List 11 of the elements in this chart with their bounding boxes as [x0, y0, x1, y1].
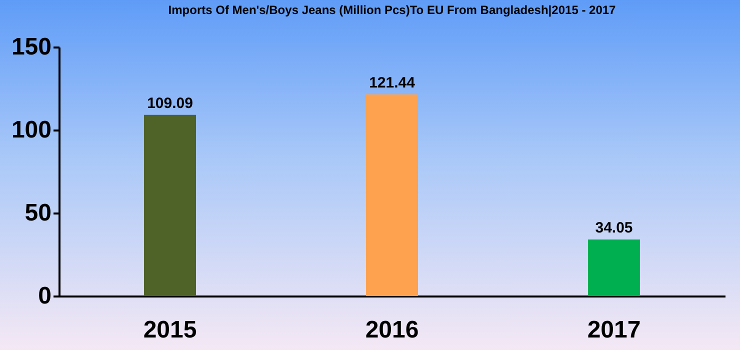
- x-tick-label: 2016: [365, 316, 419, 344]
- y-tick-label: 0: [38, 282, 52, 310]
- x-tick-label: 2017: [587, 316, 641, 344]
- data-label: 34.05: [595, 219, 633, 236]
- data-label: 109.09: [147, 94, 193, 112]
- chart-title: Imports Of Men's/Boys Jeans (Million Pcs)To EU From Bangladesh|2015 - 2017: [168, 3, 616, 17]
- y-tick-label: 100: [11, 116, 52, 144]
- y-tick-label: 50: [24, 200, 52, 226]
- y-tick-label: 150: [11, 34, 52, 60]
- data-label: 121.44: [369, 74, 416, 92]
- x-tick-label: 2015: [143, 316, 197, 344]
